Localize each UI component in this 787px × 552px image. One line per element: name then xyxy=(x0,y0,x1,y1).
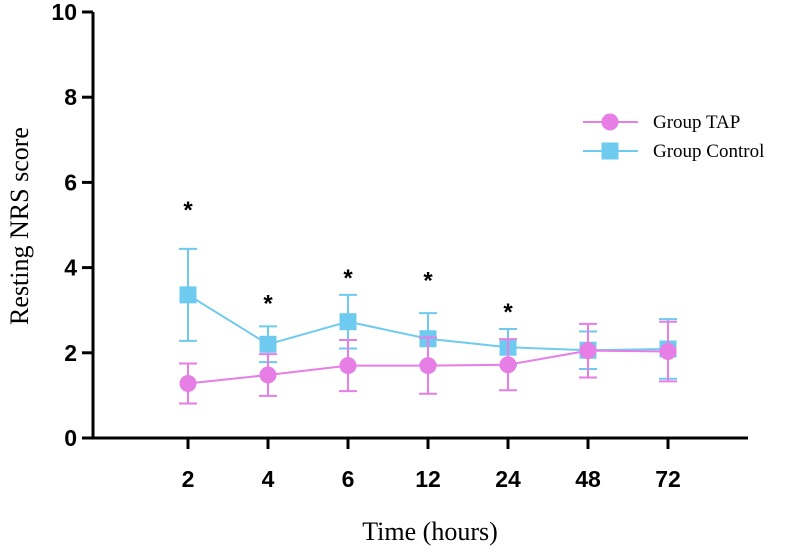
x-tick-label: 48 xyxy=(575,466,601,492)
data-point xyxy=(179,374,197,392)
data-point xyxy=(259,366,277,384)
x-tick-label: 72 xyxy=(655,466,681,492)
y-tick-label: 6 xyxy=(64,169,77,195)
x-tick-label: 2 xyxy=(182,466,195,492)
significance-marker: * xyxy=(503,299,513,326)
data-point xyxy=(339,357,357,375)
y-tick-label: 10 xyxy=(51,0,77,25)
significance-marker: * xyxy=(263,291,273,318)
series-group-tap xyxy=(179,320,677,405)
significance-marker: * xyxy=(423,267,433,294)
legend-marker xyxy=(601,142,619,160)
y-axis-title: Resting NRS score xyxy=(5,127,34,325)
data-point xyxy=(179,286,197,304)
y-tick-label: 0 xyxy=(64,425,77,451)
series-layer xyxy=(179,247,677,405)
significance-layer: * * * * * xyxy=(183,197,513,326)
x-tick-label: 4 xyxy=(262,466,275,492)
y-tick-label: 2 xyxy=(64,340,77,366)
data-point xyxy=(259,335,277,353)
legend-label: Group Control xyxy=(653,141,764,162)
x-axis-title: Time (hours) xyxy=(362,517,498,546)
x-tick-label: 24 xyxy=(495,466,521,492)
significance-marker: * xyxy=(343,265,353,292)
data-point xyxy=(339,313,357,331)
data-point xyxy=(579,342,597,360)
data-point xyxy=(419,357,437,375)
legend-marker xyxy=(601,113,619,131)
legend-label: Group TAP xyxy=(653,112,740,133)
legend: Group TAP Group Control xyxy=(583,112,764,162)
data-point xyxy=(499,356,517,374)
x-tick-label: 12 xyxy=(415,466,441,492)
y-tick-label: 8 xyxy=(64,84,77,110)
y-tick-label: 4 xyxy=(64,255,77,281)
data-point xyxy=(659,343,677,361)
x-tick-label: 6 xyxy=(342,466,355,492)
significance-marker: * xyxy=(183,197,193,224)
